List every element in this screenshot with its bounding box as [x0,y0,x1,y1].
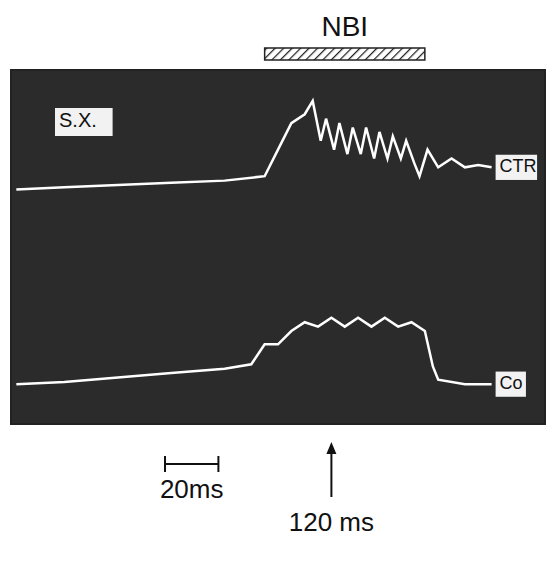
svg-text:NBI: NBI [321,11,368,42]
svg-text:S.X.: S.X. [59,109,97,131]
svg-text:20ms: 20ms [160,474,224,504]
svg-text:Co: Co [500,373,523,393]
svg-text:120 ms: 120 ms [289,507,374,537]
svg-text:CTR: CTR [500,156,537,176]
